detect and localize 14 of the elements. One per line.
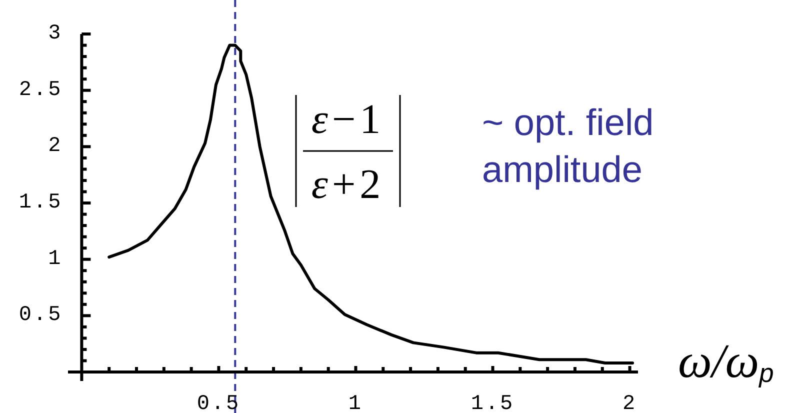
- y-tick-label: 3: [48, 22, 63, 46]
- y-tick-label: 1.5: [18, 191, 63, 214]
- y-tick-label: 2: [48, 135, 63, 158]
- x-tick-label: 1.5: [470, 393, 515, 413]
- annotation: ~ opt. field amplitude: [482, 102, 654, 190]
- annotation: ε−1: [311, 97, 385, 143]
- y-tick-label: 0.5: [18, 304, 63, 328]
- x-axis-title: ω/ω$_{p}$: [678, 335, 774, 388]
- x-tick-label: 2: [622, 393, 638, 413]
- annotation: ε+2: [311, 162, 385, 208]
- x-tick-label: 0.5: [196, 393, 241, 413]
- y-tick-label: 2.5: [18, 78, 63, 102]
- y-tick-label: 1: [48, 248, 63, 271]
- x-tick-label: 1: [348, 393, 364, 413]
